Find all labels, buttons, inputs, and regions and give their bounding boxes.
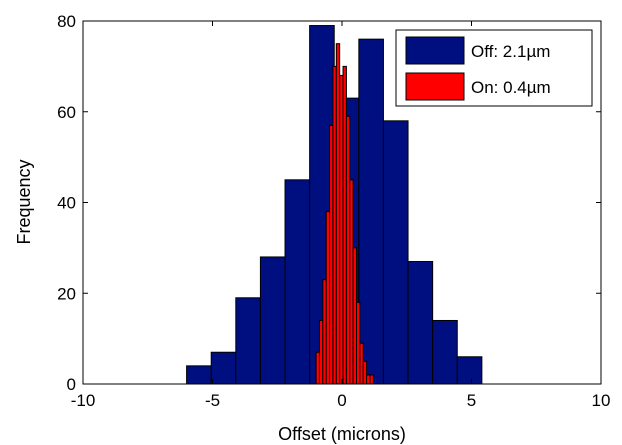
y-axis-label: Frequency — [14, 159, 34, 244]
legend-swatch-off — [405, 36, 465, 65]
off-bar — [210, 351, 237, 385]
on-bar — [345, 115, 351, 385]
off-bar — [235, 297, 261, 385]
on-bar — [318, 319, 324, 385]
on-bar — [362, 360, 368, 385]
on-bar — [322, 279, 327, 385]
y-tick-label: 20 — [57, 284, 76, 303]
off-bar — [432, 319, 458, 385]
x-tick-label: -10 — [71, 391, 96, 410]
x-tick-labels: -10 -5 0 5 10 — [71, 391, 611, 410]
y-tick-label: 80 — [57, 12, 76, 31]
on-bar — [352, 247, 358, 385]
off-bar — [358, 38, 384, 385]
off-bar — [186, 365, 212, 385]
on-bar — [325, 211, 331, 385]
on-bar — [369, 374, 374, 385]
legend-label-off: Off: 2.1µm — [471, 42, 550, 61]
on-bar — [339, 74, 344, 385]
axis-ticks — [82, 20, 602, 385]
legend: Off: 2.1µm On: 0.4µm — [395, 29, 593, 107]
off-bar — [284, 179, 311, 385]
legend-swatch-on — [405, 72, 465, 101]
off-bar — [259, 256, 286, 385]
y-tick-labels: 0 20 40 60 80 — [57, 12, 76, 394]
on-bar — [366, 374, 371, 385]
on-bar — [315, 351, 320, 385]
on-bar — [335, 43, 341, 385]
x-axis-label: Offset (microns) — [278, 424, 406, 444]
on-bar — [332, 65, 337, 385]
on-bar — [359, 342, 364, 385]
off-bar — [382, 120, 409, 385]
y-tick-label: 0 — [67, 375, 76, 394]
on-bar — [356, 301, 361, 385]
off-bar — [456, 356, 483, 385]
x-tick-label: 0 — [337, 391, 346, 410]
on-bar — [349, 179, 354, 385]
off-bar — [407, 260, 434, 385]
on-bar — [329, 124, 334, 385]
x-tick-label: -5 — [205, 391, 220, 410]
y-tick-label: 40 — [57, 194, 76, 213]
on-bar — [342, 65, 347, 385]
x-tick-label: 5 — [467, 391, 476, 410]
legend-label-on: On: 0.4µm — [471, 78, 551, 97]
x-tick-label: 10 — [592, 391, 611, 410]
y-tick-label: 60 — [57, 103, 76, 122]
